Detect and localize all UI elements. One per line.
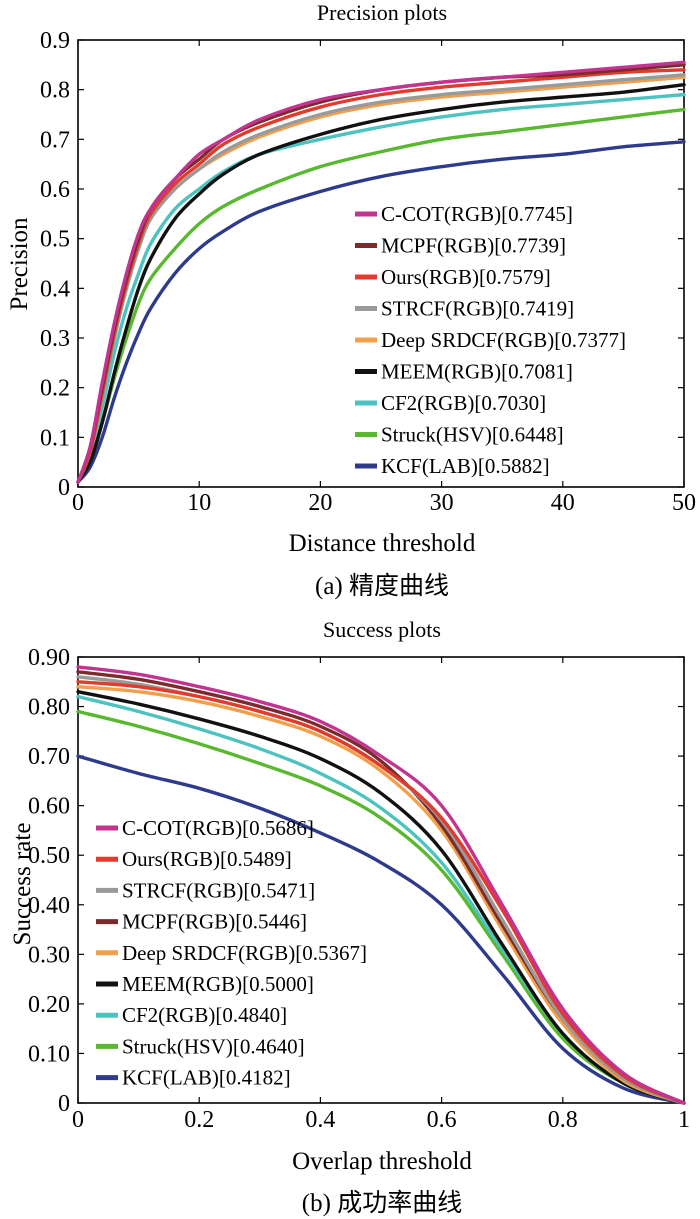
chart-a-title: Precision plots	[316, 0, 448, 25]
y-tick-label: 0.5	[40, 227, 70, 253]
series-line-b-0	[76, 665, 686, 1105]
legend-label-b-5: MEEM(RGB)[0.5000]	[122, 972, 314, 996]
legend-label-a-8: KCF(LAB)[0.5882]	[381, 454, 550, 478]
x-tick-label: 40	[551, 490, 575, 516]
chart-b-xlabel: Overlap threshold	[292, 1148, 472, 1175]
series-line-a-0	[76, 60, 686, 484]
legend-label-b-8: KCF(LAB)[0.4182]	[122, 1066, 291, 1090]
y-tick-label: 0.10	[28, 1041, 70, 1067]
legend-label-b-2: STRCF(RGB)[0.5471]	[122, 878, 315, 902]
legend-label-b-1: Ours(RGB)[0.5489]	[122, 847, 292, 871]
legend-label-a-1: MCPF(RGB)[0.7739]	[381, 234, 566, 258]
y-tick-label: 0.8	[40, 78, 70, 104]
chart-b-title: Success plots	[323, 617, 441, 642]
plot-frame	[77, 39, 685, 488]
x-tick-label: 30	[430, 490, 454, 516]
series-line-a-6	[76, 92, 686, 484]
y-tick-label: 0	[58, 475, 70, 501]
y-tick-label: 0.3	[40, 326, 70, 352]
x-tick-label: 0	[72, 1107, 84, 1133]
y-tick-label: 0.80	[28, 695, 70, 721]
y-tick-label: 0.40	[28, 893, 70, 919]
series-line-a-8	[76, 140, 686, 484]
legend-label-a-5: MEEM(RGB)[0.7081]	[381, 360, 573, 384]
x-tick-label: 1	[678, 1107, 690, 1133]
legend-label-a-6: CF2(RGB)[0.7030]	[381, 391, 546, 415]
plot-frame	[77, 656, 685, 1104]
series-line-b-8	[76, 754, 686, 1105]
x-tick-label: 0.4	[305, 1107, 335, 1133]
legend-label-a-2: Ours(RGB)[0.7579]	[381, 265, 551, 289]
x-tick-label: 0.8	[548, 1107, 578, 1133]
x-tick-label: 50	[672, 490, 696, 516]
y-tick-label: 0.2	[40, 376, 70, 402]
precision-plot: 0 10 20 30 40 50 0 0.1 0.2 0.3 0.4 0.5 0.6 0.7 0.8 0.9 C…	[40, 28, 696, 516]
legend-label-b-6: CF2(RGB)[0.4840]	[122, 1003, 287, 1027]
series-line-a-5	[76, 83, 686, 484]
chart-a-xlabel: Distance threshold	[288, 530, 476, 557]
legend-label-a-0: C-COT(RGB)[0.7745]	[381, 202, 573, 226]
x-tick-label: 0.6	[427, 1107, 457, 1133]
series-line-b-4	[76, 685, 686, 1105]
x-tick-label: 0.2	[184, 1107, 214, 1133]
series-line-b-7	[76, 709, 686, 1105]
y-tick-label: 0.30	[28, 942, 70, 968]
y-tick-label: 0.6	[40, 177, 70, 203]
y-tick-label: 0.90	[28, 645, 70, 671]
y-tick-label: 0.20	[28, 992, 70, 1018]
legend-label-b-0: C-COT(RGB)[0.5686]	[122, 816, 314, 840]
legend-label-b-4: Deep SRDCF(RGB)[0.5367]	[122, 941, 367, 965]
series-line-b-1	[76, 680, 686, 1105]
y-tick-label: 0.7	[40, 127, 70, 153]
y-tick-label: 0.1	[40, 425, 70, 451]
legend-label-b-7: Struck(HSV)[0.4640]	[122, 1034, 305, 1058]
chart-b-caption: (b) 成功率曲线	[301, 1190, 463, 1217]
y-tick-label: 0.9	[40, 28, 70, 54]
y-tick-label: 0.70	[28, 744, 70, 770]
series-line-b-5	[76, 689, 686, 1105]
legend-label-b-3: MCPF(RGB)[0.5446]	[122, 910, 307, 934]
x-tick-label: 0	[72, 490, 84, 516]
legend-label-a-7: Struck(HSV)[0.6448]	[381, 423, 564, 447]
y-tick-label: 0.60	[28, 794, 70, 820]
x-tick-label: 20	[308, 490, 332, 516]
y-tick-label: 0.4	[40, 276, 70, 302]
x-tick-label: 10	[187, 490, 211, 516]
y-tick-label: 0	[58, 1091, 70, 1117]
legend-label-a-4: Deep SRDCF(RGB)[0.7377]	[381, 328, 626, 352]
success-plot: 0 0.2 0.4 0.6 0.8 1 0 0.10 0.20 0.30 0.40 0.50 0.60 0…	[28, 645, 690, 1133]
legend-label-a-3: STRCF(RGB)[0.7419]	[381, 297, 574, 321]
chart-a-caption: (a) 精度曲线	[315, 573, 449, 600]
y-tick-label: 0.50	[28, 843, 70, 869]
